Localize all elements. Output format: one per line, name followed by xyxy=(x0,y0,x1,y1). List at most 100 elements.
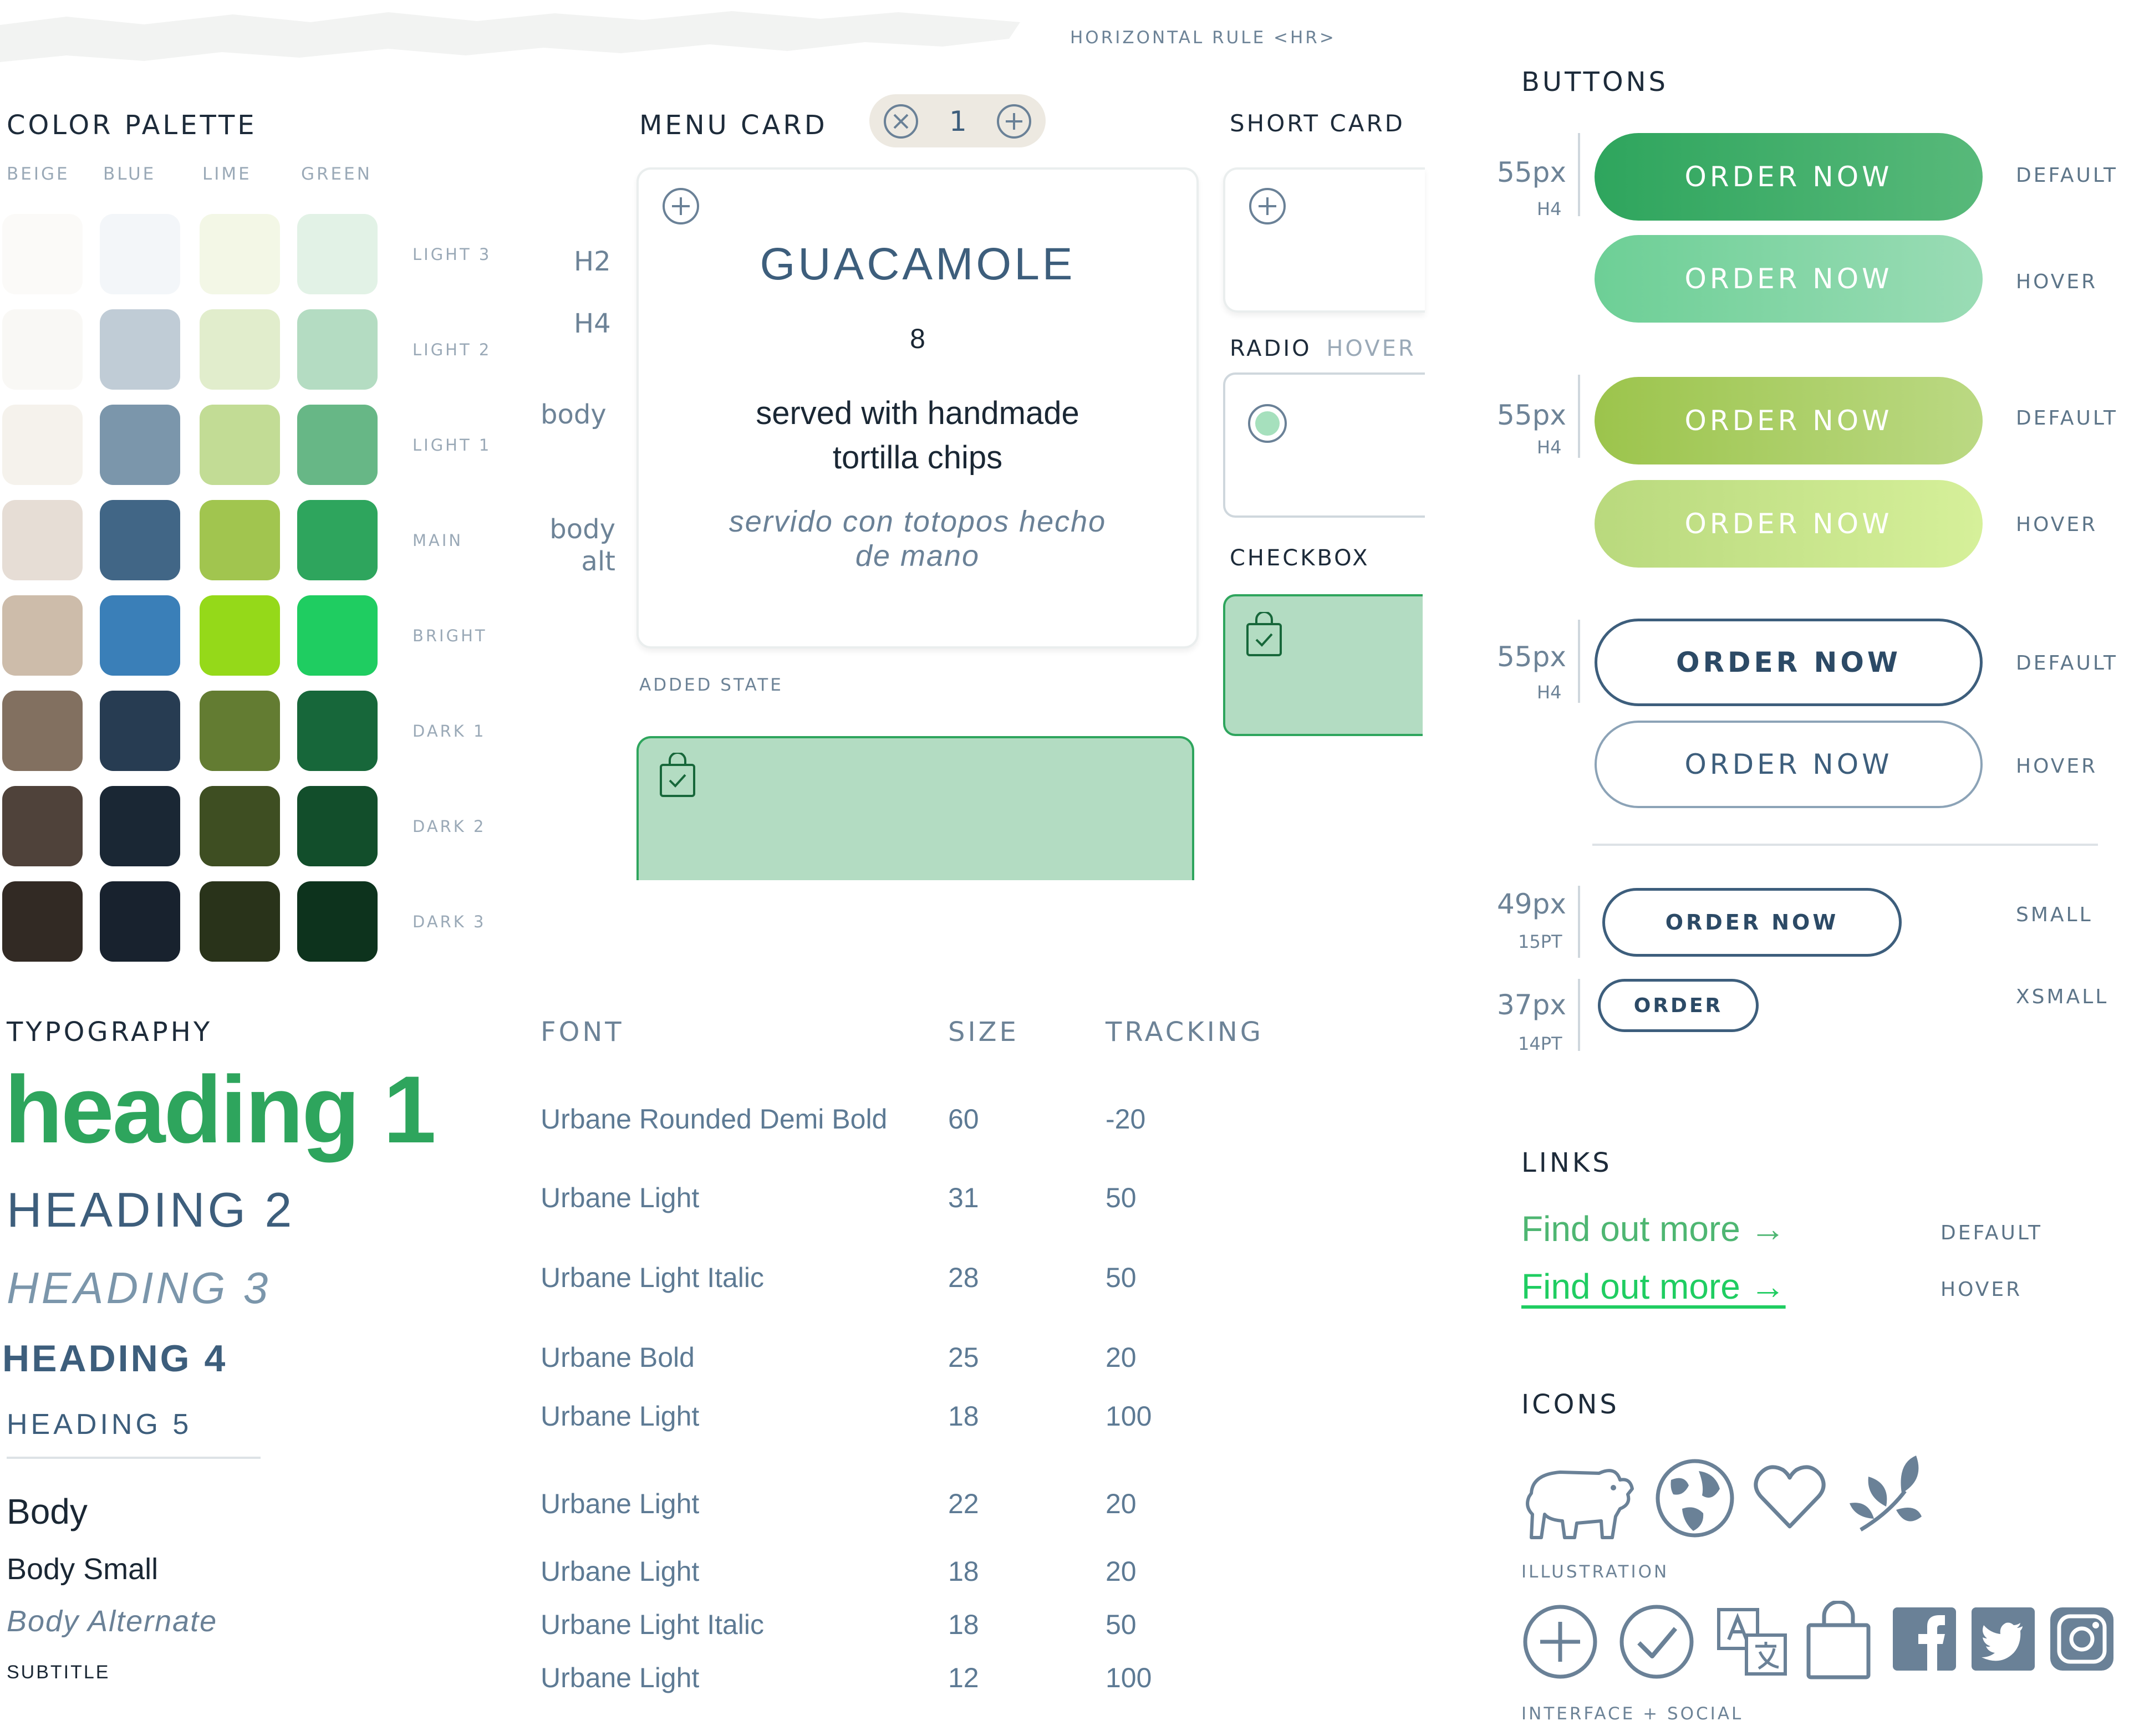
instagram-icon[interactable] xyxy=(2050,1607,2113,1671)
color-swatch xyxy=(297,214,378,294)
label-body: body xyxy=(541,399,607,430)
menu-item-description-alt: servido con totopos hecho de mano xyxy=(729,505,1107,573)
label-h4: H4 xyxy=(574,308,611,339)
color-swatch xyxy=(2,595,83,676)
type-spec-font: Urbane Light xyxy=(541,1556,700,1587)
palette-row-label: DARK 2 xyxy=(412,817,486,836)
typography-title: TYPOGRAPHY xyxy=(7,1017,213,1048)
torn-paper-rule xyxy=(0,11,1020,62)
color-swatch xyxy=(297,881,378,962)
order-now-green-hover[interactable]: ORDER NOW xyxy=(1595,235,1983,323)
palette-row-label: LIGHT 3 xyxy=(412,245,492,264)
divider xyxy=(1578,620,1580,703)
radio-button-icon[interactable] xyxy=(1246,402,1288,445)
type-spec-font: Urbane Light Italic xyxy=(541,1609,765,1640)
type-spec-tracking: 100 xyxy=(1106,1662,1152,1693)
pig-icon xyxy=(1526,1469,1634,1539)
remove-icon[interactable] xyxy=(883,103,919,140)
heart-icon xyxy=(1754,1465,1826,1529)
state-hover-2: HOVER xyxy=(2016,513,2098,536)
state-xsmall: XSMALL xyxy=(2016,986,2109,1008)
order-now-lime-default[interactable]: ORDER NOW xyxy=(1595,377,1983,464)
interface-social-label: INTERFACE + SOCIAL xyxy=(1521,1704,1744,1724)
buttons-title: BUTTONS xyxy=(1521,67,1669,98)
type-spec-size: 18 xyxy=(948,1556,979,1587)
color-swatch xyxy=(100,405,180,485)
type-spec-tracking: 50 xyxy=(1106,1262,1137,1293)
illustration-label: ILLUSTRATION xyxy=(1521,1562,1669,1582)
color-swatch xyxy=(2,786,83,866)
hr-label: HORIZONTAL RULE <HR> xyxy=(1070,28,1336,48)
color-swatch xyxy=(297,595,378,676)
color-swatch xyxy=(297,405,378,485)
checkbox-card[interactable] xyxy=(1223,594,1423,736)
order-now-outline-hover[interactable]: ORDER NOW xyxy=(1595,721,1983,808)
color-swatch xyxy=(2,881,83,962)
divider xyxy=(1578,886,1580,958)
palette-col-beige: BEIGE xyxy=(7,164,70,184)
divider xyxy=(1578,375,1580,458)
order-now-lime-hover[interactable]: ORDER NOW xyxy=(1595,480,1983,568)
sample-heading-5: HEADING 5 xyxy=(7,1408,192,1441)
sample-heading-1: heading 1 xyxy=(4,1056,436,1163)
menu-card-title: MENU CARD xyxy=(639,110,828,141)
add-to-order-icon[interactable] xyxy=(661,186,701,226)
palette-row-label: LIGHT 1 xyxy=(412,436,492,455)
add-icon[interactable] xyxy=(996,103,1032,140)
btn-size-label-xsmall: 37px xyxy=(1497,989,1566,1021)
state-default-2: DEFAULT xyxy=(2016,407,2118,430)
btn-size-sub-small: 15PT xyxy=(1518,931,1562,952)
menu-card-added[interactable] xyxy=(636,736,1194,880)
order-xsmall-button[interactable]: ORDER xyxy=(1598,979,1759,1032)
facebook-icon[interactable] xyxy=(1893,1607,1956,1671)
sample-heading-2: HEADING 2 xyxy=(7,1182,295,1237)
color-swatch xyxy=(2,214,83,294)
type-spec-size: 18 xyxy=(948,1401,979,1432)
plus-circle-icon[interactable] xyxy=(1521,1603,1599,1681)
typography-divider xyxy=(7,1457,261,1459)
type-spec-font: Urbane Light Italic xyxy=(541,1262,765,1293)
twitter-icon[interactable] xyxy=(1972,1607,2035,1671)
type-col-size: SIZE xyxy=(948,1017,1019,1048)
link-hover[interactable]: Find out more → xyxy=(1521,1267,1786,1306)
type-spec-tracking: 20 xyxy=(1106,1556,1137,1587)
type-spec-font: Urbane Light xyxy=(541,1662,700,1693)
short-card-add-icon[interactable] xyxy=(1247,186,1287,226)
menu-item-price: 8 xyxy=(910,323,925,354)
type-spec-size: 22 xyxy=(948,1488,979,1519)
check-circle-icon[interactable] xyxy=(1618,1603,1695,1681)
palette-row-label: DARK 3 xyxy=(412,912,486,931)
translate-icon[interactable] xyxy=(1717,1607,1789,1677)
sample-subtitle: SUBTITLE xyxy=(7,1662,110,1683)
sample-heading-3: HEADING 3 xyxy=(7,1263,271,1313)
palette-col-blue: BLUE xyxy=(103,164,156,184)
added-bag-check-icon xyxy=(660,753,695,797)
order-now-small-button[interactable]: ORDER NOW xyxy=(1602,888,1902,957)
buttons-divider xyxy=(1592,844,2098,846)
globe-icon xyxy=(1656,1459,1734,1538)
bag-icon[interactable] xyxy=(1805,1601,1872,1681)
palette-col-green: GREEN xyxy=(301,164,372,184)
btn-size-label: 55px xyxy=(1497,399,1566,431)
palette-title: COLOR PALETTE xyxy=(7,110,257,141)
menu-card[interactable]: GUACAMOLE 8 served with handmade tortill… xyxy=(636,167,1199,649)
type-spec-tracking: 20 xyxy=(1106,1488,1137,1519)
btn-size-sub-xsmall: 14PT xyxy=(1518,1033,1562,1054)
type-spec-tracking: 50 xyxy=(1106,1609,1137,1640)
radio-card[interactable] xyxy=(1223,372,1425,518)
color-swatch xyxy=(200,500,280,580)
link-state-hover: HOVER xyxy=(1940,1278,2023,1301)
type-spec-tracking: -20 xyxy=(1106,1104,1146,1135)
type-spec-size: 12 xyxy=(948,1662,979,1693)
type-spec-font: Urbane Bold xyxy=(541,1342,695,1373)
type-spec-size: 28 xyxy=(948,1262,979,1293)
palette-row-label: BRIGHT xyxy=(412,626,487,645)
link-default[interactable]: Find out more → xyxy=(1521,1209,1786,1249)
order-now-green-default[interactable]: ORDER NOW xyxy=(1595,133,1983,221)
type-spec-size: 25 xyxy=(948,1342,979,1373)
menu-item-description: served with handmade tortilla chips xyxy=(756,395,1079,476)
state-small: SMALL xyxy=(2016,903,2093,926)
sample-heading-4: HEADING 4 xyxy=(2,1337,228,1380)
order-now-outline-default[interactable]: ORDER NOW xyxy=(1595,619,1983,706)
short-card[interactable] xyxy=(1223,167,1425,313)
